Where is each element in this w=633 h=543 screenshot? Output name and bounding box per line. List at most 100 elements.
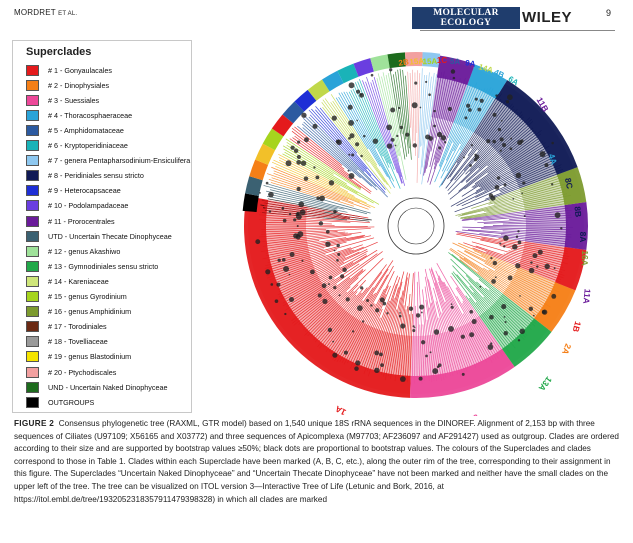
clade-rim xyxy=(556,167,587,206)
branch xyxy=(457,249,546,302)
branch xyxy=(271,254,326,272)
branch xyxy=(414,72,416,156)
legend-item: # 14 - Kareniaceae xyxy=(26,274,109,288)
legend-item: # 4 - Thoracosphaeraceae xyxy=(26,108,132,122)
branch xyxy=(425,299,437,381)
branch xyxy=(452,271,516,349)
branch xyxy=(442,281,482,364)
branch xyxy=(437,277,477,368)
figure-label: FIGURE 2 xyxy=(14,419,55,428)
bootstrap-dot xyxy=(400,323,406,329)
small-clade-rim xyxy=(422,52,441,68)
legend-label: # 17 - Torodiniales xyxy=(48,322,107,332)
bootstrap-dot xyxy=(360,286,364,290)
clade-label: 15A xyxy=(422,57,437,67)
bootstrap-dot xyxy=(390,107,396,113)
branch xyxy=(461,142,546,197)
bootstrap-dot xyxy=(379,352,383,357)
branch xyxy=(322,106,391,194)
bootstrap-dot xyxy=(504,321,507,324)
legend-label: UND - Uncertain Naked Dinophyceae xyxy=(48,382,168,392)
branch xyxy=(368,277,401,377)
bootstrap-dot xyxy=(276,282,281,287)
bootstrap-dot xyxy=(360,93,362,96)
legend-swatch xyxy=(26,306,39,318)
bootstrap-dot xyxy=(512,244,518,250)
legend-swatch xyxy=(26,366,39,378)
branch xyxy=(427,79,456,183)
legend-swatch xyxy=(26,215,39,227)
bootstrap-dot xyxy=(492,139,496,144)
bootstrap-dot xyxy=(332,340,335,343)
legend-item: # 12 - genus Akashiwo xyxy=(26,244,120,258)
bootstrap-dot xyxy=(523,215,526,218)
bootstrap-dot xyxy=(301,259,304,262)
bootstrap-dot xyxy=(425,354,428,358)
branch xyxy=(423,72,440,176)
clade-rim xyxy=(564,202,588,250)
legend-swatch xyxy=(26,170,39,182)
branch xyxy=(473,292,517,342)
branch xyxy=(483,219,568,224)
tree-root-ring xyxy=(397,207,435,245)
legend-label: # 9 - Heterocapsaceae xyxy=(48,186,121,196)
small-clade-rim xyxy=(353,58,374,77)
bootstrap-dot xyxy=(512,198,515,200)
branch xyxy=(420,74,425,147)
branch xyxy=(447,286,487,363)
bootstrap-dot xyxy=(342,267,347,273)
bootstrap-dot xyxy=(331,115,337,121)
bootstrap-dot xyxy=(560,227,563,230)
branch xyxy=(467,229,572,238)
bootstrap-dot xyxy=(450,305,454,309)
header-et-al: ET AL. xyxy=(58,11,78,17)
bootstrap-dot xyxy=(361,320,365,323)
branch xyxy=(266,190,345,210)
branch xyxy=(430,267,469,369)
branch xyxy=(291,127,345,170)
bootstrap-dot xyxy=(268,191,274,198)
branch xyxy=(392,74,403,134)
bootstrap-dot xyxy=(340,274,345,279)
branch xyxy=(302,277,359,328)
branch xyxy=(461,229,570,240)
branch xyxy=(451,253,538,322)
legend-item: # 16 - genus Amphidinium xyxy=(26,305,131,319)
branch xyxy=(465,114,523,175)
branch xyxy=(434,82,478,183)
bootstrap-dot xyxy=(510,137,513,140)
bootstrap-dot xyxy=(284,312,287,316)
bootstrap-dot xyxy=(265,269,271,275)
branch xyxy=(462,303,497,360)
branch xyxy=(478,278,536,327)
bootstrap-dot xyxy=(492,260,498,266)
clade-label: 4A xyxy=(546,152,559,165)
clade-label: 2A xyxy=(560,342,573,356)
branch xyxy=(314,294,357,343)
legend-item: # 1 - Gonyaulacales xyxy=(26,63,112,77)
clade-rim xyxy=(436,55,475,86)
branch xyxy=(458,242,559,285)
legend-label: # 12 - genus Akashiwo xyxy=(48,246,121,256)
branch xyxy=(261,229,327,233)
branch xyxy=(461,165,554,207)
branch xyxy=(347,288,385,364)
branch xyxy=(450,275,505,355)
branch xyxy=(260,237,347,253)
bootstrap-dot xyxy=(412,328,416,333)
branch xyxy=(475,302,510,345)
branch xyxy=(262,202,325,213)
bootstrap-dot xyxy=(348,153,351,156)
clade-label: 1A xyxy=(333,404,347,416)
branch xyxy=(440,88,488,179)
bootstrap-dot xyxy=(348,173,355,179)
branch xyxy=(492,224,570,226)
branch xyxy=(317,292,362,348)
small-clade-rim xyxy=(242,193,259,213)
branch xyxy=(460,200,566,220)
legend-item: # 11 - Prorocentrales xyxy=(26,214,115,228)
branch xyxy=(421,76,432,168)
branch xyxy=(384,290,404,381)
phylogenetic-tree: 2B 15A 15A 1C 5A 9A 14A 4B 6A 11B 4A 8C 8B 8A 16A 11A 1B… xyxy=(198,30,628,425)
branch xyxy=(308,116,388,198)
